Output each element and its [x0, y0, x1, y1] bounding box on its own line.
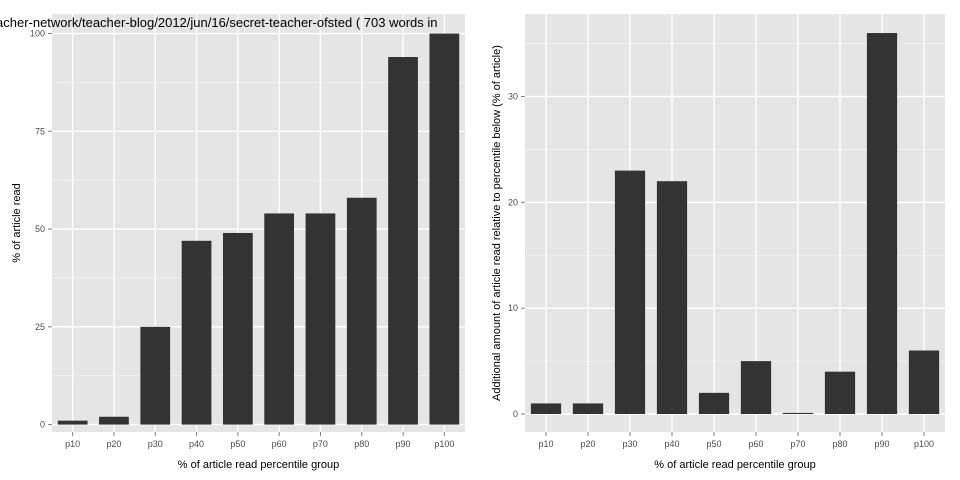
bar-p20	[572, 403, 604, 415]
x-tick-label: p70	[313, 439, 328, 449]
y-tick-label: 75	[35, 126, 45, 136]
x-tick-label: p70	[790, 439, 805, 449]
y-tick-label: 10	[508, 303, 518, 313]
x-tick-label: p30	[622, 439, 637, 449]
bar-p10	[57, 420, 88, 425]
bar-p60	[264, 213, 295, 425]
x-tick-label: p100	[434, 439, 454, 449]
bar-p100	[908, 350, 940, 415]
x-tick-label: p20	[580, 439, 595, 449]
left-chart-title: acher-network/teacher-blog/2012/jun/16/s…	[0, 15, 438, 30]
x-tick-label: p10	[65, 439, 80, 449]
y-tick-label: 0	[513, 409, 518, 419]
x-tick-label: p80	[354, 439, 369, 449]
x-tick-label: p90	[874, 439, 889, 449]
x-tick-label: p100	[914, 439, 934, 449]
left-x-ticks: p10 p20 p30 p40 p50 p60 p70 p80 p90 p100	[65, 432, 454, 449]
x-tick-label: p60	[272, 439, 287, 449]
right-y-axis-title: Additional amount of article read relati…	[491, 45, 503, 401]
y-tick-label: 20	[508, 197, 518, 207]
x-tick-label: p90	[396, 439, 411, 449]
right-x-ticks: p10 p20 p30 p40 p50 p60 p70 p80 p90 p100	[538, 432, 934, 449]
y-tick-label: 50	[35, 224, 45, 234]
bar-p50	[222, 232, 253, 425]
x-tick-label: p10	[538, 439, 553, 449]
bar-p70	[782, 412, 814, 415]
left-y-ticks: 0 25 50 75 100	[30, 29, 52, 430]
x-tick-label: p30	[148, 439, 163, 449]
y-tick-label: 30	[508, 92, 518, 102]
x-tick-label: p80	[832, 439, 847, 449]
right-bars	[530, 33, 940, 415]
bar-p10	[530, 403, 562, 415]
bar-p40	[656, 181, 688, 415]
left-x-axis-title: % of article read percentile group	[178, 459, 339, 471]
y-tick-label: 25	[35, 322, 45, 332]
x-tick-label: p40	[664, 439, 679, 449]
x-tick-label: p40	[189, 439, 204, 449]
bar-p90	[388, 57, 418, 425]
y-tick-label: 0	[40, 420, 45, 430]
right-y-ticks: 0 10 20 30	[508, 92, 525, 419]
bar-p40	[181, 240, 212, 425]
x-tick-label: p50	[706, 439, 721, 449]
bar-p70	[305, 213, 336, 425]
left-y-axis-title: % of article read	[11, 183, 23, 262]
right-x-axis-title: % of article read percentile group	[654, 459, 815, 471]
bar-p100	[429, 33, 460, 425]
left-bars	[57, 33, 460, 425]
bar-p90	[866, 33, 898, 415]
bar-p80	[824, 371, 856, 415]
bar-p80	[346, 197, 377, 425]
x-tick-label: p50	[230, 439, 245, 449]
x-tick-label: p60	[748, 439, 763, 449]
x-tick-label: p20	[106, 439, 121, 449]
bar-p30	[614, 170, 646, 415]
bar-p60	[740, 361, 772, 415]
y-tick-label: 100	[30, 29, 45, 39]
bar-p50	[698, 392, 730, 415]
bar-p20	[99, 416, 129, 425]
bar-p30	[140, 326, 171, 425]
